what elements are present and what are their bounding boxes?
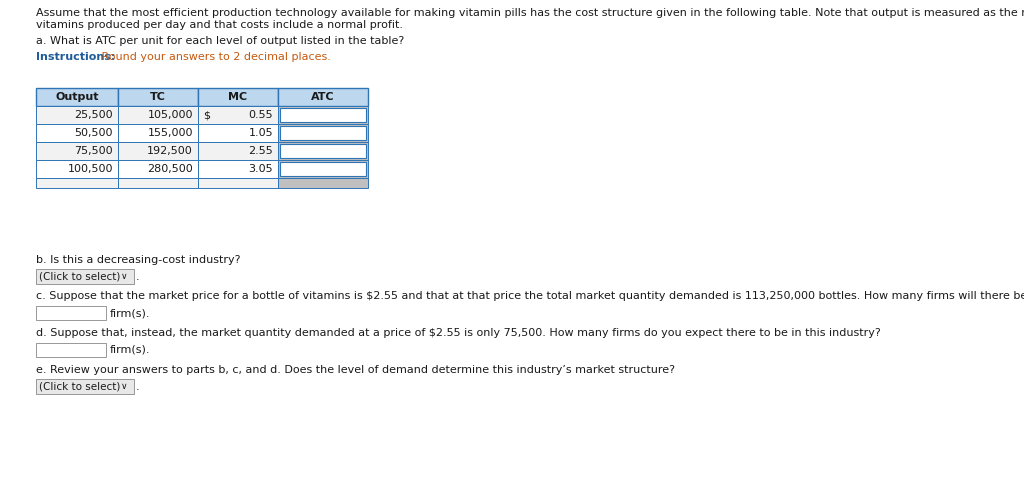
Text: 75,500: 75,500 xyxy=(75,146,113,156)
Bar xyxy=(280,126,366,140)
Text: 100,500: 100,500 xyxy=(68,164,113,174)
Bar xyxy=(278,88,368,106)
Text: ATC: ATC xyxy=(311,92,335,102)
Bar xyxy=(198,142,278,160)
Text: 2.55: 2.55 xyxy=(248,146,273,156)
Bar xyxy=(198,160,278,178)
Bar xyxy=(118,178,198,188)
Bar xyxy=(36,142,118,160)
Bar xyxy=(280,162,366,176)
Text: $: $ xyxy=(203,110,210,120)
Text: 155,000: 155,000 xyxy=(147,128,193,138)
Text: 25,500: 25,500 xyxy=(75,110,113,120)
Bar xyxy=(36,306,106,320)
Bar xyxy=(278,106,368,124)
Bar xyxy=(278,142,368,160)
Bar xyxy=(278,178,368,188)
Bar xyxy=(198,88,278,106)
Bar xyxy=(118,160,198,178)
Text: firm(s).: firm(s). xyxy=(110,345,151,355)
Text: Round your answers to 2 decimal places.: Round your answers to 2 decimal places. xyxy=(98,52,331,62)
Bar xyxy=(118,106,198,124)
Bar xyxy=(36,178,118,188)
Text: .: . xyxy=(136,271,139,281)
Bar xyxy=(198,124,278,142)
Text: TC: TC xyxy=(151,92,166,102)
Text: ∨: ∨ xyxy=(121,382,127,391)
Text: (Click to select): (Click to select) xyxy=(39,271,121,281)
Bar xyxy=(36,379,134,394)
Text: c. Suppose that the market price for a bottle of vitamins is $2.55 and that at t: c. Suppose that the market price for a b… xyxy=(36,291,1024,301)
Bar xyxy=(278,160,368,178)
Text: 1.05: 1.05 xyxy=(249,128,273,138)
Bar xyxy=(278,124,368,142)
Bar xyxy=(36,343,106,357)
Text: Assume that the most efficient production technology available for making vitami: Assume that the most efficient productio… xyxy=(36,8,1024,18)
Bar xyxy=(36,124,118,142)
Bar xyxy=(36,106,118,124)
Text: a. What is ATC per unit for each level of output listed in the table?: a. What is ATC per unit for each level o… xyxy=(36,36,404,46)
Bar xyxy=(36,269,134,284)
Text: (Click to select): (Click to select) xyxy=(39,382,121,392)
Text: .: . xyxy=(136,382,139,392)
Bar xyxy=(198,106,278,124)
Bar xyxy=(118,88,198,106)
Text: 0.55: 0.55 xyxy=(249,110,273,120)
Bar xyxy=(280,108,366,122)
Bar xyxy=(118,142,198,160)
Text: MC: MC xyxy=(228,92,248,102)
Bar xyxy=(280,144,366,158)
Text: 105,000: 105,000 xyxy=(147,110,193,120)
Text: 192,500: 192,500 xyxy=(147,146,193,156)
Text: firm(s).: firm(s). xyxy=(110,308,151,318)
Text: ∨: ∨ xyxy=(121,272,127,281)
Text: Output: Output xyxy=(55,92,98,102)
Text: d. Suppose that, instead, the market quantity demanded at a price of $2.55 is on: d. Suppose that, instead, the market qua… xyxy=(36,328,881,338)
Text: e. Review your answers to parts b, c, and d. Does the level of demand determine : e. Review your answers to parts b, c, an… xyxy=(36,365,675,375)
Text: 280,500: 280,500 xyxy=(147,164,193,174)
Text: Instructions:: Instructions: xyxy=(36,52,116,62)
Bar xyxy=(36,160,118,178)
Bar xyxy=(118,124,198,142)
Bar xyxy=(36,88,118,106)
Text: 3.05: 3.05 xyxy=(249,164,273,174)
Text: 50,500: 50,500 xyxy=(75,128,113,138)
Text: vitamins produced per day and that costs include a normal profit.: vitamins produced per day and that costs… xyxy=(36,20,403,30)
Text: b. Is this a decreasing-cost industry?: b. Is this a decreasing-cost industry? xyxy=(36,255,241,265)
Bar xyxy=(198,178,278,188)
